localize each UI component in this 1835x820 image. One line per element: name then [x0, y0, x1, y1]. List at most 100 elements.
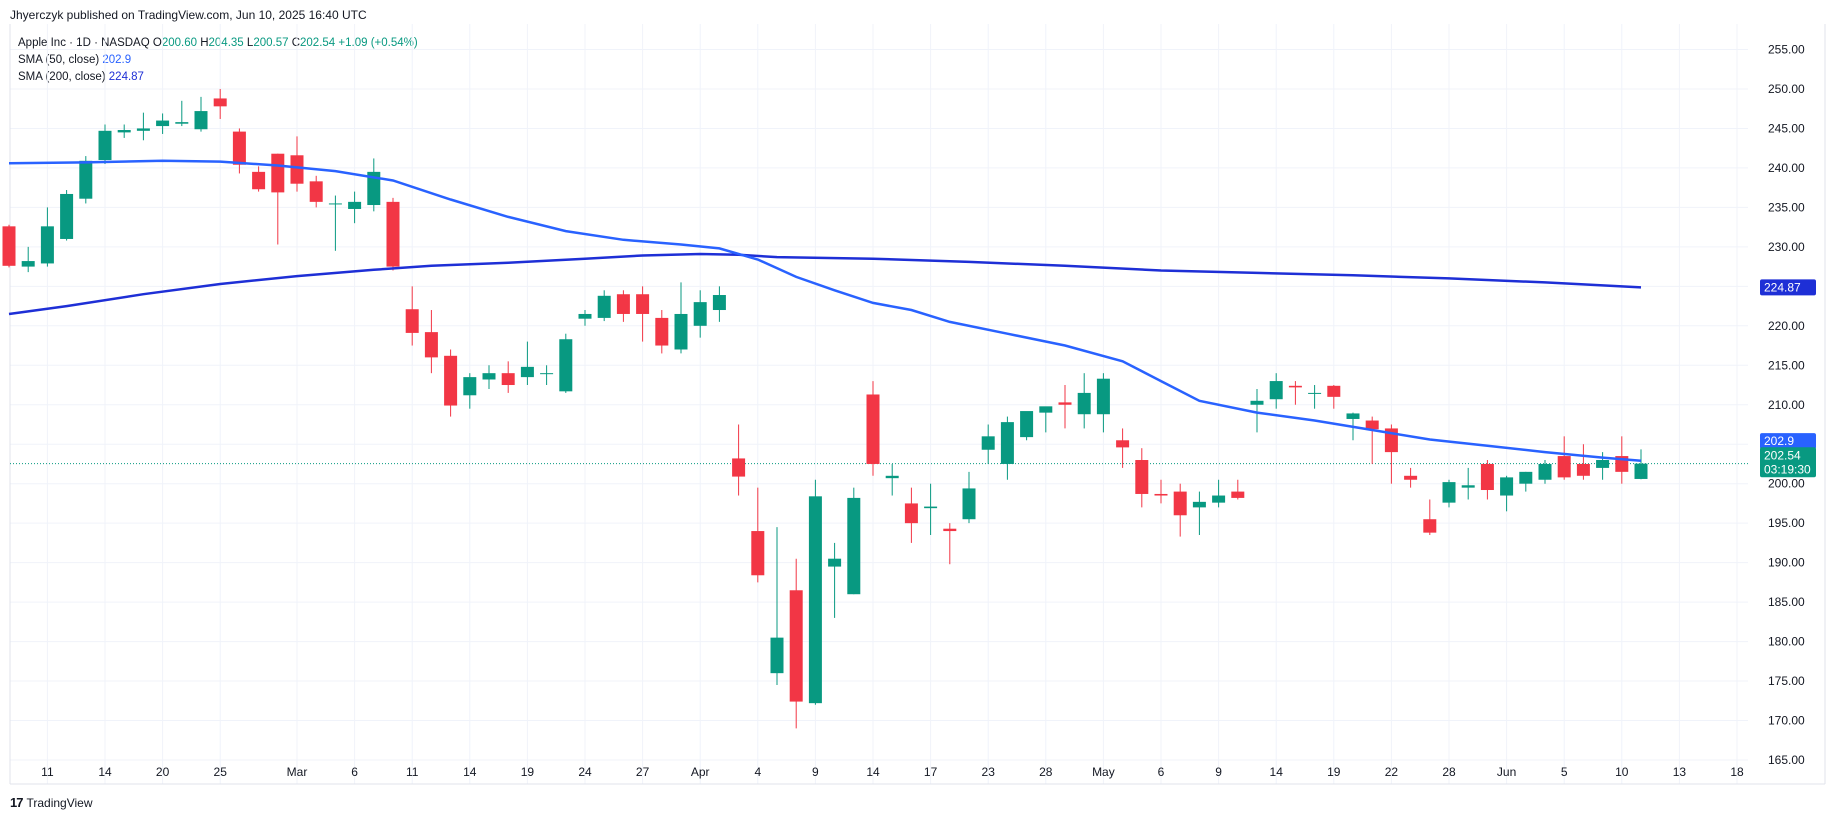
symbol-legend-row[interactable]: Apple Inc · 1D · NASDAQ O200.60 H204.35 …	[18, 35, 418, 52]
candle-down	[252, 171, 266, 190]
y-tick-label: 200.00	[1768, 477, 1805, 491]
sma50-legend-row[interactable]: SMA (50, close) 202.9	[18, 52, 418, 69]
candle-down	[444, 355, 458, 406]
sma50-price-badge: 202.9	[1760, 433, 1816, 450]
candle-down	[271, 153, 285, 193]
candle-up	[1519, 471, 1533, 484]
candle-down	[424, 332, 438, 358]
sma200-line	[8, 252, 1642, 316]
candle-up	[60, 193, 74, 239]
candle-down	[751, 531, 765, 576]
open-label: O	[152, 37, 162, 49]
x-tick-label: Apr	[691, 765, 710, 779]
candle-up	[1020, 411, 1034, 438]
candle-down	[732, 458, 746, 477]
tradingview-logo-icon: 17	[10, 795, 24, 810]
candle-up	[540, 373, 554, 375]
candle-up	[1096, 378, 1110, 415]
x-tick-label: 6	[1158, 765, 1165, 779]
symbol-line: Apple Inc · 1D · NASDAQ	[18, 37, 150, 49]
candle-up	[328, 203, 342, 205]
x-tick-label: 9	[812, 765, 819, 779]
sma50-price-badge-text: 202.9	[1764, 434, 1794, 448]
close-value: 202.54	[300, 37, 336, 49]
candle-up	[117, 130, 131, 133]
candle-up	[1000, 422, 1014, 464]
candle-up	[175, 122, 189, 124]
candle-up	[21, 261, 35, 267]
price-chart[interactable]: 165.00 170.00 175.00 180.00 185.00 190.00 195.…	[0, 24, 1835, 794]
x-tick-label: 13	[1673, 765, 1687, 779]
x-tick-label: 14	[463, 765, 477, 779]
candle-up	[482, 373, 496, 380]
candle-up	[828, 558, 842, 567]
candle-down	[501, 373, 515, 386]
chart-legend: Apple Inc · 1D · NASDAQ O200.60 H204.35 …	[18, 35, 418, 86]
candle-up	[367, 171, 381, 206]
sma200-legend-row[interactable]: SMA (200, close) 224.87	[18, 69, 418, 86]
candle-up	[1269, 381, 1283, 400]
candle-up	[1634, 463, 1648, 479]
candle-down	[616, 294, 630, 314]
x-tick-label: 23	[982, 765, 996, 779]
candle-up	[348, 201, 362, 209]
x-tick-label: 24	[578, 765, 592, 779]
candle-up	[847, 497, 861, 595]
x-tick-label: 10	[1615, 765, 1629, 779]
close-label: C	[291, 37, 301, 49]
y-tick-label: 250.00	[1768, 82, 1805, 96]
candle-up	[136, 128, 150, 131]
x-tick-label: 19	[1327, 765, 1341, 779]
y-tick-label: 240.00	[1768, 161, 1805, 175]
sma200-price-badge: 224.87	[1760, 279, 1816, 296]
footer-brand[interactable]: 17 TradingView	[10, 795, 93, 810]
candle-up	[1442, 482, 1456, 503]
change-value: +1.09 (+0.54%)	[338, 37, 418, 49]
candle-up	[1538, 463, 1552, 480]
candle-down	[1173, 491, 1187, 516]
sma200-price-badge-text: 224.87	[1764, 280, 1801, 294]
candle-up	[770, 637, 784, 674]
candle-down	[1404, 475, 1418, 480]
candle-up	[712, 295, 726, 311]
y-tick-label: 175.00	[1768, 674, 1805, 688]
y-tick-label: 195.00	[1768, 516, 1805, 530]
x-tick-label: 27	[636, 765, 650, 779]
candle-up	[1039, 406, 1053, 413]
candle-down	[866, 394, 880, 464]
candle-down	[1231, 491, 1245, 498]
x-tick-label: 22	[1385, 765, 1399, 779]
x-tick-label: 20	[156, 765, 170, 779]
brand-name: TradingView	[26, 795, 93, 810]
sma200-price-badge-bg	[1760, 279, 1816, 296]
x-tick-label: 28	[1442, 765, 1456, 779]
x-tick-label: Mar	[287, 765, 308, 779]
candle-up	[1250, 400, 1264, 405]
x-tick-label: 18	[1730, 765, 1744, 779]
candle-up	[693, 302, 707, 326]
x-tick-label: 6	[351, 765, 358, 779]
candle-down	[1135, 460, 1149, 494]
high-label: H	[200, 37, 209, 49]
x-tick-label: 4	[754, 765, 761, 779]
x-tick-label: 14	[98, 765, 112, 779]
sma200-value: 224.87	[108, 71, 144, 83]
candle-down	[290, 155, 304, 184]
candle-up	[1500, 477, 1514, 496]
x-tick-label: Jun	[1497, 765, 1516, 779]
candle-down	[232, 131, 246, 165]
candle-down	[1154, 493, 1168, 496]
candle-up	[1461, 485, 1475, 488]
y-tick-label: 215.00	[1768, 358, 1805, 372]
candle-up	[98, 130, 112, 161]
candle-down	[213, 98, 227, 107]
candle-up	[597, 295, 611, 318]
candle-down	[2, 226, 16, 266]
candle-up	[559, 339, 573, 392]
candle-up	[674, 313, 688, 350]
sma50-label: SMA (50, close)	[18, 54, 100, 66]
y-tick-label: 180.00	[1768, 635, 1805, 649]
y-tick-label: 235.00	[1768, 200, 1805, 214]
candle-up	[885, 475, 899, 479]
